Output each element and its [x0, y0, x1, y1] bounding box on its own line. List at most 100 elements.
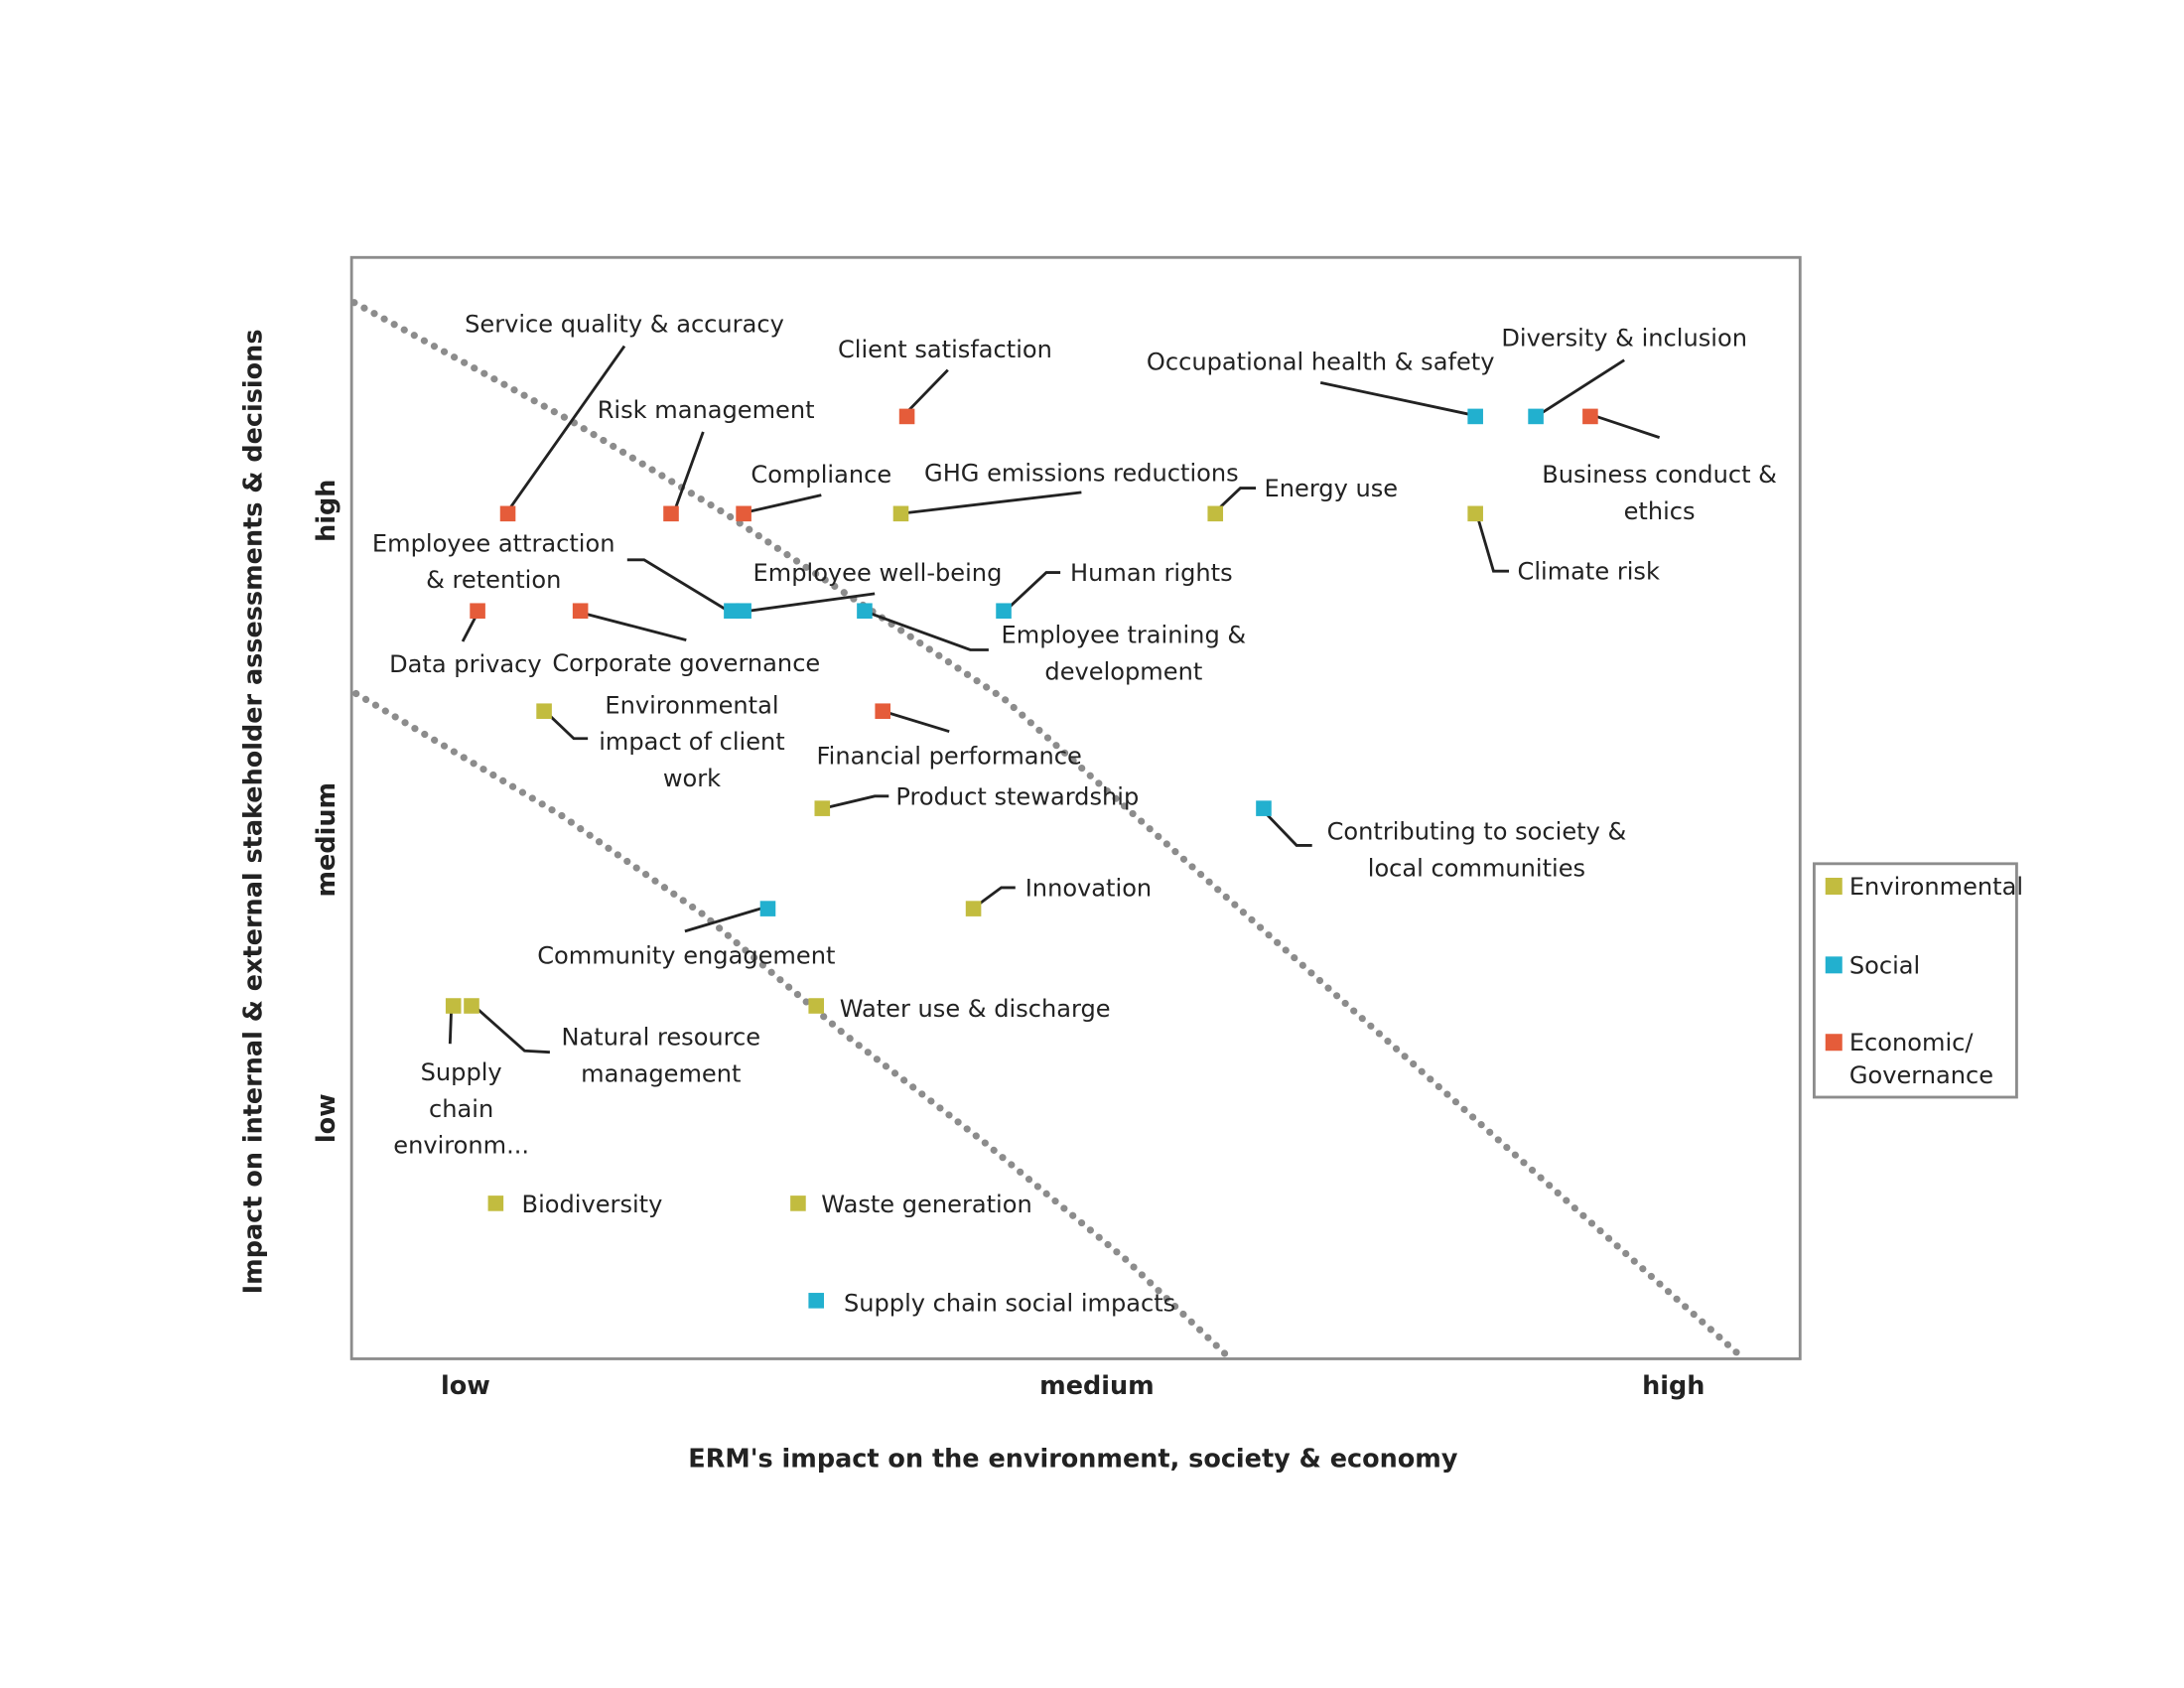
- plot-frame: [349, 255, 1802, 1360]
- data-point-eco: [663, 505, 679, 522]
- label-line: Waste generation: [821, 1191, 1031, 1218]
- label-line: Environmental: [605, 691, 778, 719]
- leader-line: [1475, 512, 1510, 573]
- leader-line: [577, 610, 687, 641]
- data-point-label: GHG emissions reductions: [924, 460, 1239, 488]
- leader-line: [820, 794, 889, 810]
- data-point-label: Human rights: [1070, 559, 1233, 587]
- label-line: Employee well-being: [753, 559, 1003, 587]
- data-point-label: Waste generation: [821, 1191, 1031, 1218]
- leader-line: [473, 1004, 550, 1055]
- y-tick-label: high: [312, 480, 341, 542]
- data-point-soc: [759, 901, 776, 916]
- label-line: development: [1044, 657, 1202, 685]
- data-point-label: Supply chain social impacts: [844, 1289, 1175, 1317]
- data-point-label: Natural resource management: [562, 1024, 761, 1088]
- data-point-label: Employee attraction & retention: [372, 529, 615, 594]
- label-line: Risk management: [598, 396, 815, 424]
- data-point-label: Energy use: [1265, 475, 1399, 502]
- label-line: Compliance: [751, 461, 891, 489]
- label-line: Natural resource: [562, 1024, 761, 1052]
- data-point-env: [1207, 505, 1224, 522]
- label-line: Energy use: [1265, 475, 1399, 502]
- label-line: Occupational health & safety: [1147, 349, 1495, 376]
- label-line: work: [663, 765, 721, 792]
- data-point-env: [808, 998, 824, 1014]
- label-line: Client satisfaction: [838, 336, 1052, 363]
- leader-line: [672, 431, 705, 514]
- label-line: Corporate governance: [552, 649, 820, 677]
- data-point-eco: [736, 505, 751, 522]
- data-point-label: Climate risk: [1518, 558, 1660, 586]
- leader-line: [866, 610, 989, 651]
- label-line: Human rights: [1070, 559, 1233, 587]
- data-point-soc: [724, 603, 740, 620]
- data-point-env: [790, 1196, 806, 1211]
- x-tick-label: high: [1642, 1371, 1705, 1401]
- data-point-env: [487, 1196, 504, 1211]
- data-point-soc: [857, 603, 873, 620]
- leader-line: [1003, 571, 1061, 614]
- data-point-label: Corporate governance: [552, 649, 820, 677]
- leader-line: [626, 558, 731, 614]
- data-point-label: Employee well-being: [753, 559, 1003, 587]
- data-point-env: [965, 901, 982, 916]
- data-point-env: [1467, 505, 1483, 522]
- label-line: Employee training &: [1002, 621, 1247, 648]
- label-line: management: [581, 1059, 741, 1087]
- data-point-soc: [736, 603, 751, 620]
- label-line: Contributing to society &: [1327, 818, 1627, 846]
- leader-line: [1212, 487, 1257, 515]
- label-line: Data privacy: [389, 650, 542, 678]
- data-point-eco: [898, 408, 915, 425]
- data-point-soc: [1528, 408, 1544, 425]
- data-point-eco: [1582, 408, 1598, 425]
- leader-line: [1538, 358, 1625, 417]
- legend-swatch-environmental: [1825, 877, 1843, 895]
- data-point-label: Financial performance: [817, 742, 1082, 770]
- legend-swatch-social: [1825, 956, 1843, 974]
- data-point-env: [445, 998, 462, 1014]
- leader-line: [741, 592, 876, 614]
- label-line: Business conduct &: [1542, 461, 1777, 489]
- leader-line: [504, 345, 626, 514]
- leader-line: [543, 709, 589, 741]
- data-point-label: Employee training & development: [1002, 621, 1247, 685]
- y-tick-label: low: [312, 1093, 341, 1143]
- data-point-label: Business conduct & ethics: [1542, 461, 1777, 525]
- leader-line: [880, 709, 950, 734]
- leader-line: [1260, 807, 1312, 847]
- x-axis-title: ERM's impact on the environment, society…: [688, 1445, 1458, 1475]
- data-point-label: Community engagement: [537, 941, 835, 969]
- label-line: Water use & discharge: [840, 995, 1111, 1023]
- legend-frame: [1813, 862, 2018, 1099]
- label-line: chain: [429, 1095, 493, 1123]
- x-tick-label: low: [441, 1371, 490, 1401]
- leader-line: [973, 886, 1016, 909]
- data-point-label: Risk management: [598, 396, 815, 424]
- legend-swatch-economic-governance: [1825, 1034, 1843, 1052]
- data-point-soc: [996, 603, 1012, 620]
- data-point-label: Client satisfaction: [838, 336, 1052, 363]
- data-point-soc: [808, 1293, 824, 1309]
- data-point-label: Occupational health & safety: [1147, 349, 1495, 376]
- dotted-threshold-line: [352, 689, 1235, 1363]
- data-point-env: [536, 703, 552, 720]
- data-point-eco: [499, 505, 516, 522]
- legend-label-social: Social: [1849, 951, 1920, 979]
- label-line: Biodiversity: [522, 1191, 663, 1218]
- leader-line: [1319, 380, 1473, 417]
- leader-line: [684, 906, 766, 933]
- y-axis-title: Impact on internal & external stakeholde…: [238, 330, 268, 1295]
- label-line: Community engagement: [537, 941, 835, 969]
- data-point-env: [814, 800, 831, 816]
- label-line: GHG emissions reductions: [924, 460, 1239, 488]
- leader-line: [741, 493, 822, 515]
- legend-label-line: Governance: [1849, 1061, 1993, 1089]
- label-line: Product stewardship: [895, 782, 1139, 810]
- label-line: local communities: [1368, 855, 1585, 883]
- legend-label-line: Economic/: [1849, 1029, 1975, 1056]
- label-line: environm...: [393, 1132, 529, 1160]
- data-point-soc: [1256, 800, 1272, 816]
- data-point-label: Service quality & accuracy: [465, 310, 784, 338]
